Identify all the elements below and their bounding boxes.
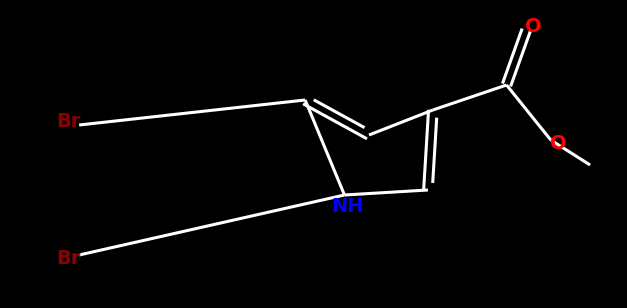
- Text: O: O: [550, 134, 566, 152]
- Text: Br: Br: [56, 249, 80, 268]
- Text: NH: NH: [331, 197, 364, 216]
- Text: O: O: [525, 18, 542, 36]
- Text: Br: Br: [56, 112, 80, 132]
